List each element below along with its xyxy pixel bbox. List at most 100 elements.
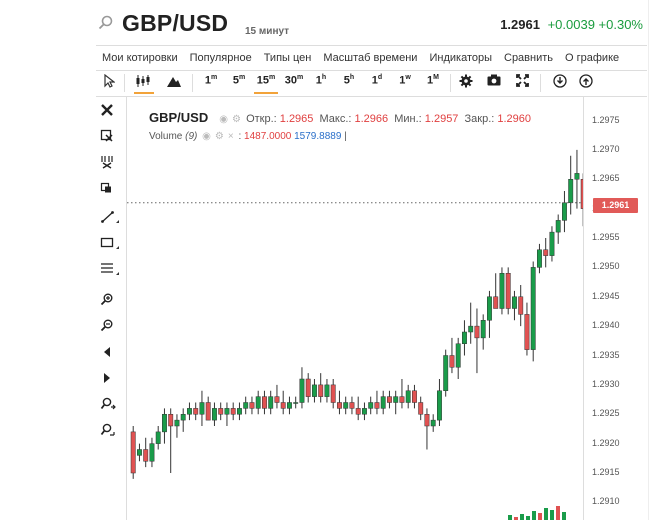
volume-bar — [544, 508, 548, 520]
volume-close-icon[interactable]: × — [227, 131, 234, 142]
candle-body — [174, 419, 180, 427]
volume-settings-icon[interactable]: ⚙ — [214, 131, 224, 142]
candle-body — [274, 396, 280, 403]
candle-body — [380, 396, 386, 409]
menu-about-chart[interactable]: О графике — [565, 52, 620, 64]
scroll-left-icon[interactable] — [100, 345, 122, 365]
copy-icon[interactable] — [100, 181, 122, 201]
open-value: 1.2965 — [279, 113, 314, 125]
menu-compare[interactable]: Сравнить — [504, 52, 554, 64]
candle-body — [480, 320, 486, 339]
close-icon[interactable] — [100, 103, 122, 123]
y-tick-label: 1.2945 — [592, 290, 620, 301]
symbol-title: GBP/USD — [122, 10, 229, 36]
y-tick-label: 1.2910 — [592, 496, 620, 507]
candle-body — [418, 402, 424, 415]
volume-label: Volume — [149, 131, 183, 142]
candle-body — [312, 384, 317, 397]
candle-body — [137, 449, 142, 456]
cursor-icon[interactable] — [102, 73, 116, 92]
candle-body — [205, 402, 211, 421]
interval-30m[interactable]: 30m — [284, 74, 304, 87]
y-tick-label: 1.2935 — [592, 349, 620, 360]
candle-body — [549, 231, 555, 256]
candle-body — [405, 390, 411, 403]
candle-body — [243, 402, 249, 409]
candle-body — [293, 402, 299, 404]
candle-body — [468, 325, 474, 333]
horizontal-lines-icon[interactable] — [100, 261, 122, 281]
candle-body — [199, 402, 205, 415]
trend-line-icon[interactable] — [100, 209, 122, 229]
candle-body — [462, 331, 467, 344]
camera-icon[interactable] — [486, 74, 502, 92]
candle-body — [130, 431, 136, 474]
candles-icon[interactable] — [134, 74, 154, 94]
candle-body — [580, 179, 583, 209]
rectangle-icon[interactable] — [100, 235, 122, 255]
interval-1h[interactable]: 1h — [315, 74, 327, 87]
zoom-out-icon[interactable] — [100, 319, 122, 339]
candle-body — [337, 402, 342, 409]
interval-1M[interactable]: 1M — [427, 74, 439, 87]
candle-body — [499, 273, 505, 309]
legend-symbol: GBP/USD — [149, 110, 209, 125]
y-tick-label: 1.2920 — [592, 437, 620, 448]
price-axis[interactable]: 1.29751.29701.29651.29601.29551.29501.29… — [583, 97, 649, 520]
close-value: 1.2960 — [497, 113, 532, 125]
volume-eye-icon[interactable]: ◉ — [202, 131, 211, 142]
drawing-tools-sidebar — [96, 97, 127, 520]
zoom-fit-icon[interactable] — [100, 397, 122, 417]
volume-bar — [550, 510, 554, 520]
menu-my-quotes[interactable]: Мои котировки — [102, 52, 178, 64]
candle-body — [374, 402, 380, 409]
mountain-icon[interactable] — [164, 74, 184, 92]
interval-1m[interactable]: 1m — [204, 74, 218, 87]
candle-body — [505, 273, 511, 309]
candle-body — [143, 449, 149, 462]
scroll-right-icon[interactable] — [100, 371, 122, 391]
y-tick-label: 1.2970 — [592, 143, 620, 154]
candle-body — [424, 414, 430, 427]
menu-popular[interactable]: Популярное — [189, 52, 252, 64]
volume-legend: Volume (9) ◉ ⚙ × : 1487.0000 1579.8889 | — [149, 131, 347, 142]
menu-indicators[interactable]: Индикаторы — [429, 52, 492, 64]
eye-icon[interactable]: ◉ — [219, 114, 229, 125]
price-chart[interactable] — [127, 97, 583, 520]
menu-time-scale[interactable]: Масштаб времени — [323, 52, 418, 64]
download-icon[interactable] — [552, 74, 568, 92]
magnet-icon[interactable] — [100, 155, 122, 175]
candle-body — [393, 396, 399, 403]
upload-icon[interactable] — [578, 74, 594, 92]
candle-body — [537, 249, 542, 268]
candle-body — [180, 414, 186, 421]
candle-body — [362, 408, 367, 415]
settings-gear-icon[interactable] — [458, 74, 474, 92]
interval-15m[interactable]: 15m — [254, 74, 278, 94]
volume-param: (9) — [185, 131, 198, 142]
candle-body — [474, 325, 480, 339]
volume-bar — [532, 511, 536, 520]
interval-1w[interactable]: 1w — [399, 74, 411, 87]
y-tick-label: 1.2950 — [592, 261, 620, 272]
settings-small-icon[interactable]: ⚙ — [232, 114, 241, 125]
volume-bar — [562, 512, 566, 520]
chart-menu: Мои котировки Популярное Типы цен Масшта… — [96, 45, 647, 71]
interval-5m[interactable]: 5m — [232, 74, 246, 87]
fullscreen-icon[interactable] — [514, 74, 530, 92]
zoom-in-icon[interactable] — [100, 293, 122, 313]
interval-1d[interactable]: 1d — [371, 74, 383, 87]
remove-drawings-icon[interactable] — [100, 129, 122, 149]
menu-price-types[interactable]: Типы цен — [263, 52, 312, 64]
search-icon[interactable] — [98, 15, 114, 36]
candle-body — [343, 402, 349, 409]
interval-5h[interactable]: 5h — [343, 74, 355, 87]
candle-body — [568, 179, 574, 203]
zoom-reset-icon[interactable] — [100, 423, 122, 443]
candle-body — [387, 396, 392, 403]
candle-body — [543, 249, 549, 256]
low-value: 1.2957 — [424, 113, 459, 125]
candles-layer — [130, 149, 583, 479]
ohlc-legend: GBP/USD ◉ ⚙ Откр.: 1.2965 Макс.: 1.2966 М… — [149, 110, 534, 125]
volume-bar — [508, 515, 512, 520]
